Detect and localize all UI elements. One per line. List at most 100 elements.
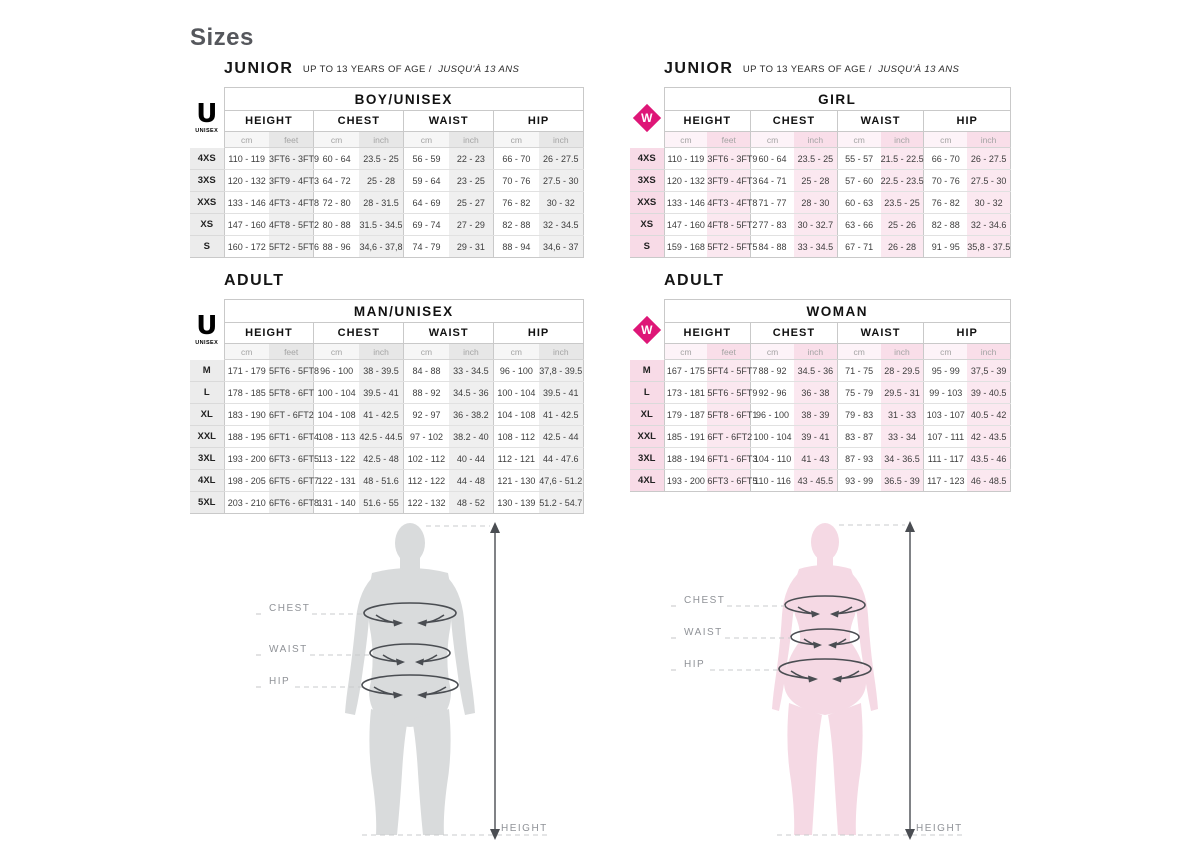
value-cell: 112 - 122 <box>403 469 449 492</box>
unit-label: inch <box>448 131 494 148</box>
male-silhouette-diagram: CHEST WAIST HIP HEIGHT <box>256 522 548 840</box>
size-label: 5XL <box>190 491 224 514</box>
value-cell: 82 - 88 <box>923 213 968 236</box>
value-cell: 83 - 87 <box>836 425 881 448</box>
value-cell: 44 - 48 <box>448 469 494 492</box>
value-cell: 44 - 47.6 <box>538 447 584 470</box>
value-cell: 100 - 104 <box>750 425 794 448</box>
junior-subtitle: UP TO 13 YEARS OF AGE / <box>302 63 432 75</box>
woman-logo: W <box>630 299 664 360</box>
value-cell: 34 - 36.5 <box>880 447 924 470</box>
value-cell: 72 - 80 <box>313 191 359 214</box>
value-cell: 111 - 117 <box>923 447 968 470</box>
unit-label: inch <box>967 343 1012 360</box>
junior-subtitle: UP TO 13 YEARS OF AGE / <box>742 63 872 75</box>
size-label: 4XS <box>630 147 664 170</box>
value-cell: 173 - 181 <box>663 381 708 404</box>
unit-label: cm <box>923 343 968 360</box>
value-cell: 103 - 107 <box>923 403 968 426</box>
value-cell: 88 - 92 <box>403 381 449 404</box>
value-cell: 64 - 71 <box>750 169 794 192</box>
value-cell: 133 - 146 <box>663 191 708 214</box>
value-cell: 108 - 112 <box>493 425 539 448</box>
value-cell: 39 - 41 <box>793 425 838 448</box>
size-label: XXS <box>190 191 224 214</box>
unit-label: cm <box>836 131 881 148</box>
table-title: BOY/UNISEX <box>223 87 584 111</box>
value-cell: 47,6 - 51.2 <box>538 469 584 492</box>
value-cell: 87 - 93 <box>836 447 881 470</box>
size-label: 4XL <box>190 469 224 492</box>
value-cell: 42.5 - 48 <box>358 447 404 470</box>
value-cell: 38 - 39 <box>793 403 838 426</box>
value-cell: 23.5 - 25 <box>358 147 404 170</box>
value-cell: 88 - 92 <box>750 359 794 382</box>
value-cell: 178 - 185 <box>223 381 269 404</box>
group-header: HIP <box>923 322 1011 344</box>
u-glyph-icon: U <box>196 311 218 341</box>
value-cell: 6FT - 6FT2 <box>707 425 752 448</box>
page-title: Sizes <box>190 24 254 52</box>
w-diamond-icon: W <box>632 315 661 344</box>
value-cell: 26 - 27.5 <box>538 147 584 170</box>
value-cell: 131 - 140 <box>313 491 359 514</box>
value-cell: 43.5 - 46 <box>967 447 1012 470</box>
value-cell: 79 - 83 <box>836 403 881 426</box>
value-cell: 70 - 76 <box>493 169 539 192</box>
size-label: S <box>630 235 664 258</box>
unit-label: cm <box>313 131 359 148</box>
value-cell: 110 - 119 <box>663 147 708 170</box>
value-cell: 113 - 122 <box>313 447 359 470</box>
value-cell: 29.5 - 31 <box>880 381 924 404</box>
value-cell: 104 - 110 <box>750 447 794 470</box>
value-cell: 185 - 191 <box>663 425 708 448</box>
chest-ring <box>784 595 866 618</box>
hip-label: HIP <box>684 659 705 670</box>
value-cell: 63 - 66 <box>836 213 881 236</box>
value-cell: 88 - 96 <box>313 235 359 258</box>
value-cell: 23.5 - 25 <box>880 191 924 214</box>
junior-title: JUNIOR <box>224 60 294 77</box>
female-silhouette-diagram: CHEST WAIST HIP HEIGHT <box>671 521 963 840</box>
value-cell: 28 - 31.5 <box>358 191 404 214</box>
size-label: 3XS <box>190 169 224 192</box>
hip-label: HIP <box>269 676 290 687</box>
unit-label: feet <box>268 343 314 360</box>
woman-logo: W <box>630 87 664 148</box>
value-cell: 6FT6 - 6FT8 <box>268 491 319 514</box>
value-cell: 23 - 25 <box>448 169 494 192</box>
waist-label: WAIST <box>684 627 723 638</box>
value-cell: 40 - 44 <box>448 447 494 470</box>
value-cell: 34.5 - 36 <box>448 381 494 404</box>
value-cell: 30 - 32.7 <box>793 213 838 236</box>
group-header: HEIGHT <box>223 322 315 344</box>
value-cell: 107 - 111 <box>923 425 968 448</box>
value-cell: 82 - 88 <box>493 213 539 236</box>
group-header: CHEST <box>750 110 838 132</box>
value-cell: 3FT6 - 3FT9 <box>707 147 757 170</box>
value-cell: 6FT5 - 6FT7 <box>268 469 319 492</box>
size-label: M <box>190 359 224 382</box>
size-label: XL <box>630 403 664 426</box>
value-cell: 71 - 77 <box>750 191 794 214</box>
value-cell: 41 - 43 <box>793 447 838 470</box>
value-cell: 39 - 40.5 <box>967 381 1012 404</box>
value-cell: 179 - 187 <box>663 403 708 426</box>
value-cell: 167 - 175 <box>663 359 708 382</box>
unit-label: inch <box>880 131 924 148</box>
male-figure: CHEST WAIST HIP HEIGHT <box>250 517 550 847</box>
value-cell: 56 - 59 <box>403 147 449 170</box>
size-label: L <box>190 381 224 404</box>
value-cell: 42.5 - 44.5 <box>358 425 404 448</box>
unit-label: inch <box>880 343 924 360</box>
size-label: M <box>630 359 664 382</box>
value-cell: 96 - 100 <box>493 359 539 382</box>
value-cell: 71 - 75 <box>836 359 881 382</box>
value-cell: 5FT8 - 6FT <box>268 381 314 404</box>
size-table-junior-boy: U UNISEX BOY/UNISEX HEIGHT CHEST WAIST HIP cm fe… <box>190 87 584 258</box>
value-cell: 4FT8 - 5FT2 <box>707 213 757 236</box>
value-cell: 27.5 - 30 <box>538 169 584 192</box>
value-cell: 57 - 60 <box>836 169 881 192</box>
hip-ring <box>778 658 872 683</box>
unit-label: inch <box>967 131 1012 148</box>
